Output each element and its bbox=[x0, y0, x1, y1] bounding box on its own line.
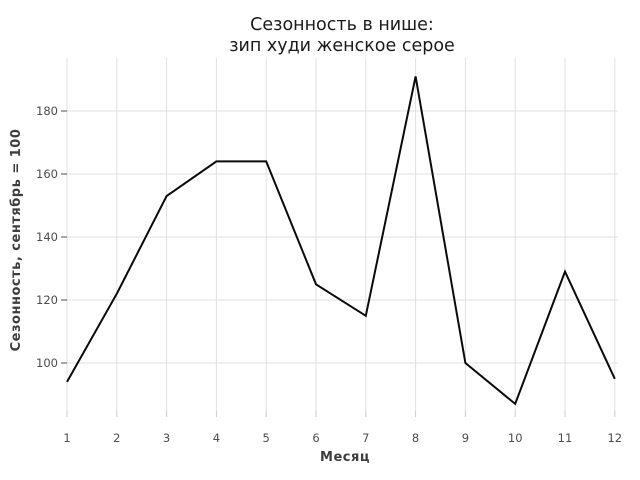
x-tick-label: 4 bbox=[213, 431, 220, 445]
x-tick-label: 11 bbox=[558, 431, 573, 445]
x-tick-label: 2 bbox=[113, 431, 120, 445]
x-tick-label: 3 bbox=[163, 431, 170, 445]
x-axis-title: Месяц bbox=[320, 450, 370, 465]
y-tick-label: 100 bbox=[36, 356, 58, 370]
chart-title-line2: зип худи женское серое bbox=[229, 36, 455, 56]
x-tick-label: 5 bbox=[263, 431, 270, 445]
y-tick-label: 180 bbox=[36, 104, 58, 118]
y-axis-title: Сезонность, сентябрь = 100 bbox=[9, 129, 24, 352]
x-tick-label: 1 bbox=[63, 431, 70, 445]
tick-layer bbox=[61, 110, 616, 417]
chart-title-line1: Сезонность в нише: bbox=[250, 15, 434, 35]
y-tick-label: 160 bbox=[36, 167, 58, 181]
y-tick-label: 120 bbox=[36, 293, 58, 307]
x-tick-label: 6 bbox=[312, 431, 319, 445]
grid-layer bbox=[66, 58, 618, 411]
x-tick-label: 9 bbox=[462, 431, 469, 445]
x-tick-label: 8 bbox=[412, 431, 419, 445]
y-tick-label: 140 bbox=[36, 230, 58, 244]
x-tick-label: 12 bbox=[607, 431, 622, 445]
series-layer bbox=[66, 76, 616, 406]
seasonality-line bbox=[66, 76, 616, 406]
x-tick-label: 10 bbox=[508, 431, 523, 445]
x-tick-label: 7 bbox=[362, 431, 369, 445]
